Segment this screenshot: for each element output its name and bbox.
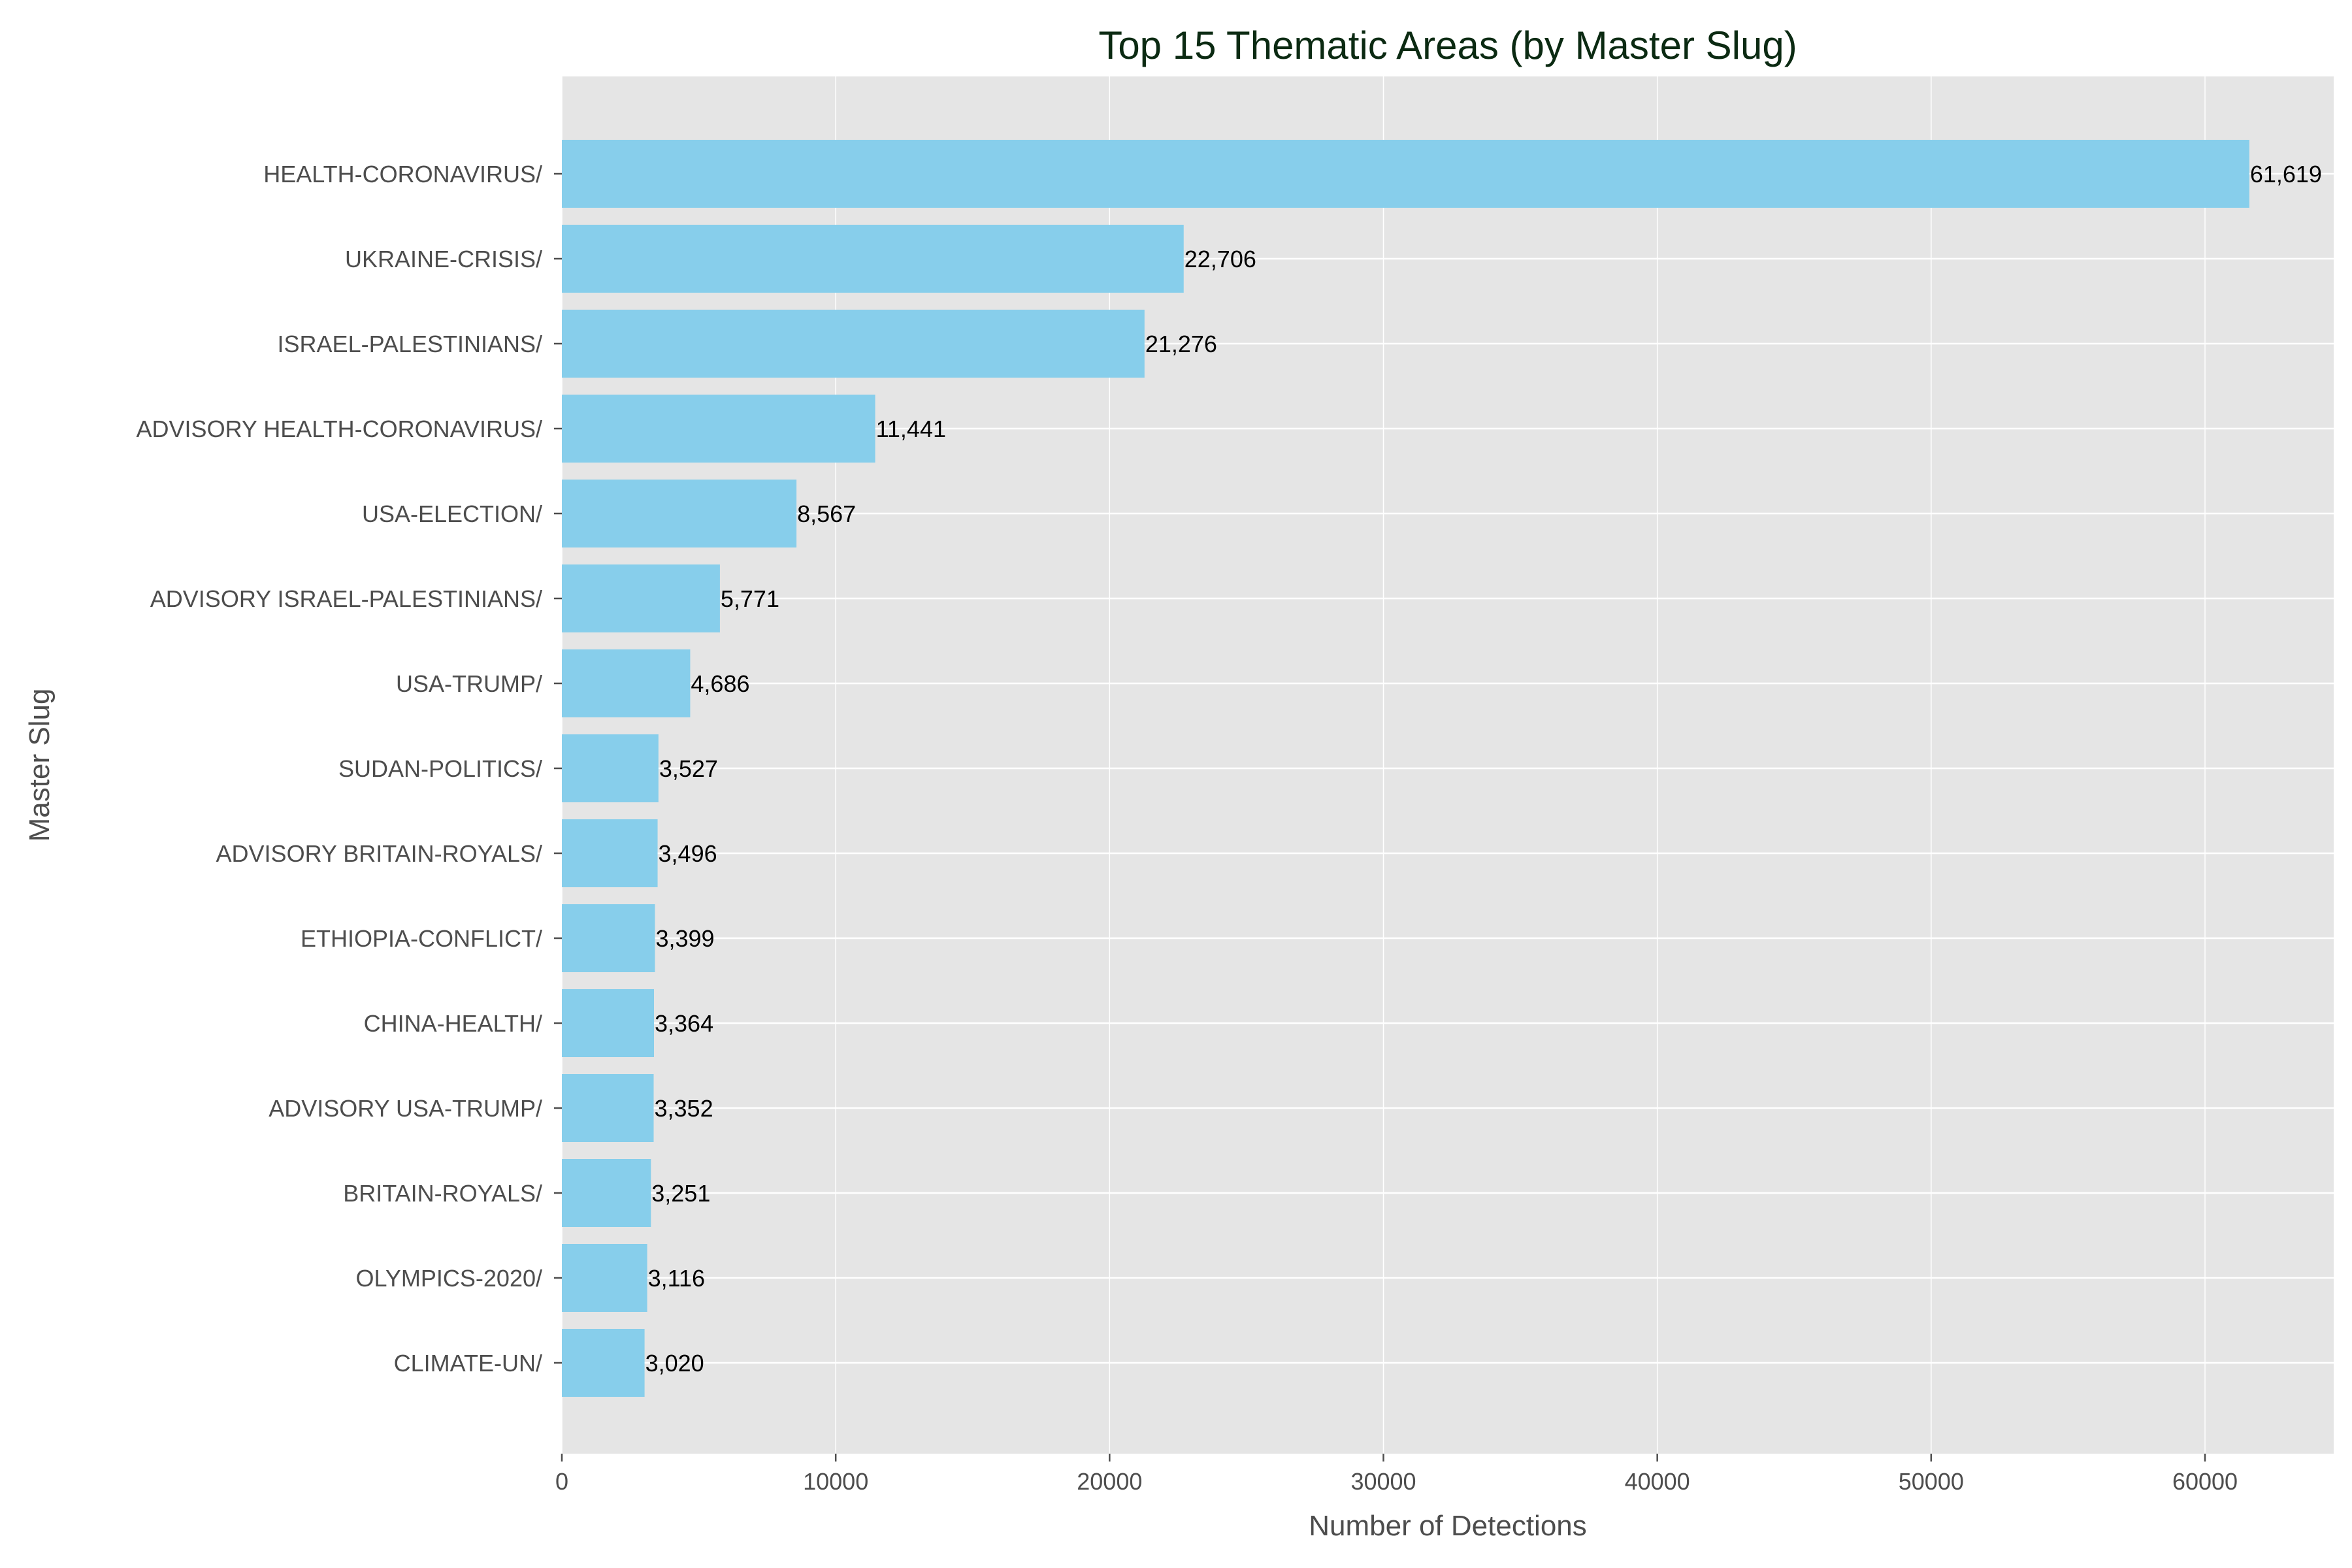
x-tick-label: 10000 <box>803 1468 868 1495</box>
plot-background <box>562 76 2334 1454</box>
y-tick-label: HEALTH-CORONAVIRUS/ <box>263 161 542 188</box>
x-tick-label: 30000 <box>1350 1468 1416 1495</box>
y-tick-label: USA-ELECTION/ <box>362 500 542 527</box>
y-tick-label: ADVISORY ISRAEL-PALESTINIANS/ <box>150 585 542 612</box>
bar-value-label: 3,116 <box>648 1265 705 1292</box>
bar <box>562 819 658 887</box>
bar <box>562 480 797 547</box>
bar-value-label: 22,706 <box>1184 246 1256 272</box>
bar <box>562 734 659 802</box>
y-tick-label: SUDAN-POLITICS/ <box>338 755 542 782</box>
y-tick-label: ADVISORY USA-TRUMP/ <box>269 1095 542 1122</box>
bar-value-label: 3,364 <box>655 1010 713 1037</box>
bar <box>562 649 691 717</box>
y-tick-label: USA-TRUMP/ <box>396 670 542 697</box>
bar-value-label: 3,352 <box>655 1095 713 1122</box>
bar <box>562 1244 647 1312</box>
x-axis-ticks: 0 10000 20000 30000 40000 50000 60000 <box>555 1454 2238 1495</box>
bar <box>562 225 1184 293</box>
y-tick-label: ADVISORY BRITAIN-ROYALS/ <box>216 840 542 867</box>
bar-value-label: 3,496 <box>659 840 717 867</box>
bar-value-label: 3,020 <box>645 1350 704 1377</box>
bar-value-label: 4,686 <box>691 670 749 697</box>
bar-value-label: 21,276 <box>1145 331 1217 357</box>
x-tick-label: 50000 <box>1899 1468 1964 1495</box>
bar <box>562 1159 651 1227</box>
x-tick-label: 0 <box>555 1468 568 1495</box>
y-tick-label: CLIMATE-UN/ <box>394 1350 542 1377</box>
y-axis-label: Master Slug <box>24 689 56 842</box>
bar <box>562 140 2249 208</box>
bar <box>562 989 655 1057</box>
x-tick-label: 60000 <box>2172 1468 2238 1495</box>
bar-value-label: 11,441 <box>876 416 946 442</box>
x-axis-label: Number of Detections <box>1309 1510 1587 1542</box>
x-tick-label: 40000 <box>1625 1468 1690 1495</box>
bar-value-label: 61,619 <box>2250 161 2322 188</box>
y-tick-label: UKRAINE-CRISIS/ <box>345 246 542 272</box>
y-tick-label: ETHIOPIA-CONFLICT/ <box>301 925 542 952</box>
bar-value-label: 3,399 <box>655 925 714 952</box>
bar-value-label: 8,567 <box>797 500 856 527</box>
y-tick-label: ISRAEL-PALESTINIANS/ <box>278 331 542 357</box>
x-tick-label: 20000 <box>1077 1468 1142 1495</box>
bar <box>562 564 720 632</box>
bar <box>562 310 1145 378</box>
bar <box>562 1329 645 1397</box>
bar <box>562 904 655 972</box>
value-labels: 61,619 22,706 21,276 11,441 8,567 5,771 4,686 3… <box>645 161 2322 1377</box>
bars <box>562 140 2249 1397</box>
bar <box>562 395 875 463</box>
y-tick-label: CHINA-HEALTH/ <box>364 1010 542 1037</box>
chart-title: Top 15 Thematic Areas (by Master Slug) <box>1098 24 1797 67</box>
y-tick-label: OLYMPICS-2020/ <box>356 1265 542 1292</box>
y-axis-ticks: HEALTH-CORONAVIRUS/UKRAINE-CRISIS/ISRAEL… <box>137 161 562 1377</box>
bar-value-label: 3,527 <box>659 755 718 782</box>
bar-value-label: 5,771 <box>721 585 779 612</box>
bar-value-label: 3,251 <box>651 1180 710 1207</box>
y-tick-label: BRITAIN-ROYALS/ <box>343 1180 542 1207</box>
y-tick-label: ADVISORY HEALTH-CORONAVIRUS/ <box>137 416 542 442</box>
bar <box>562 1074 654 1142</box>
